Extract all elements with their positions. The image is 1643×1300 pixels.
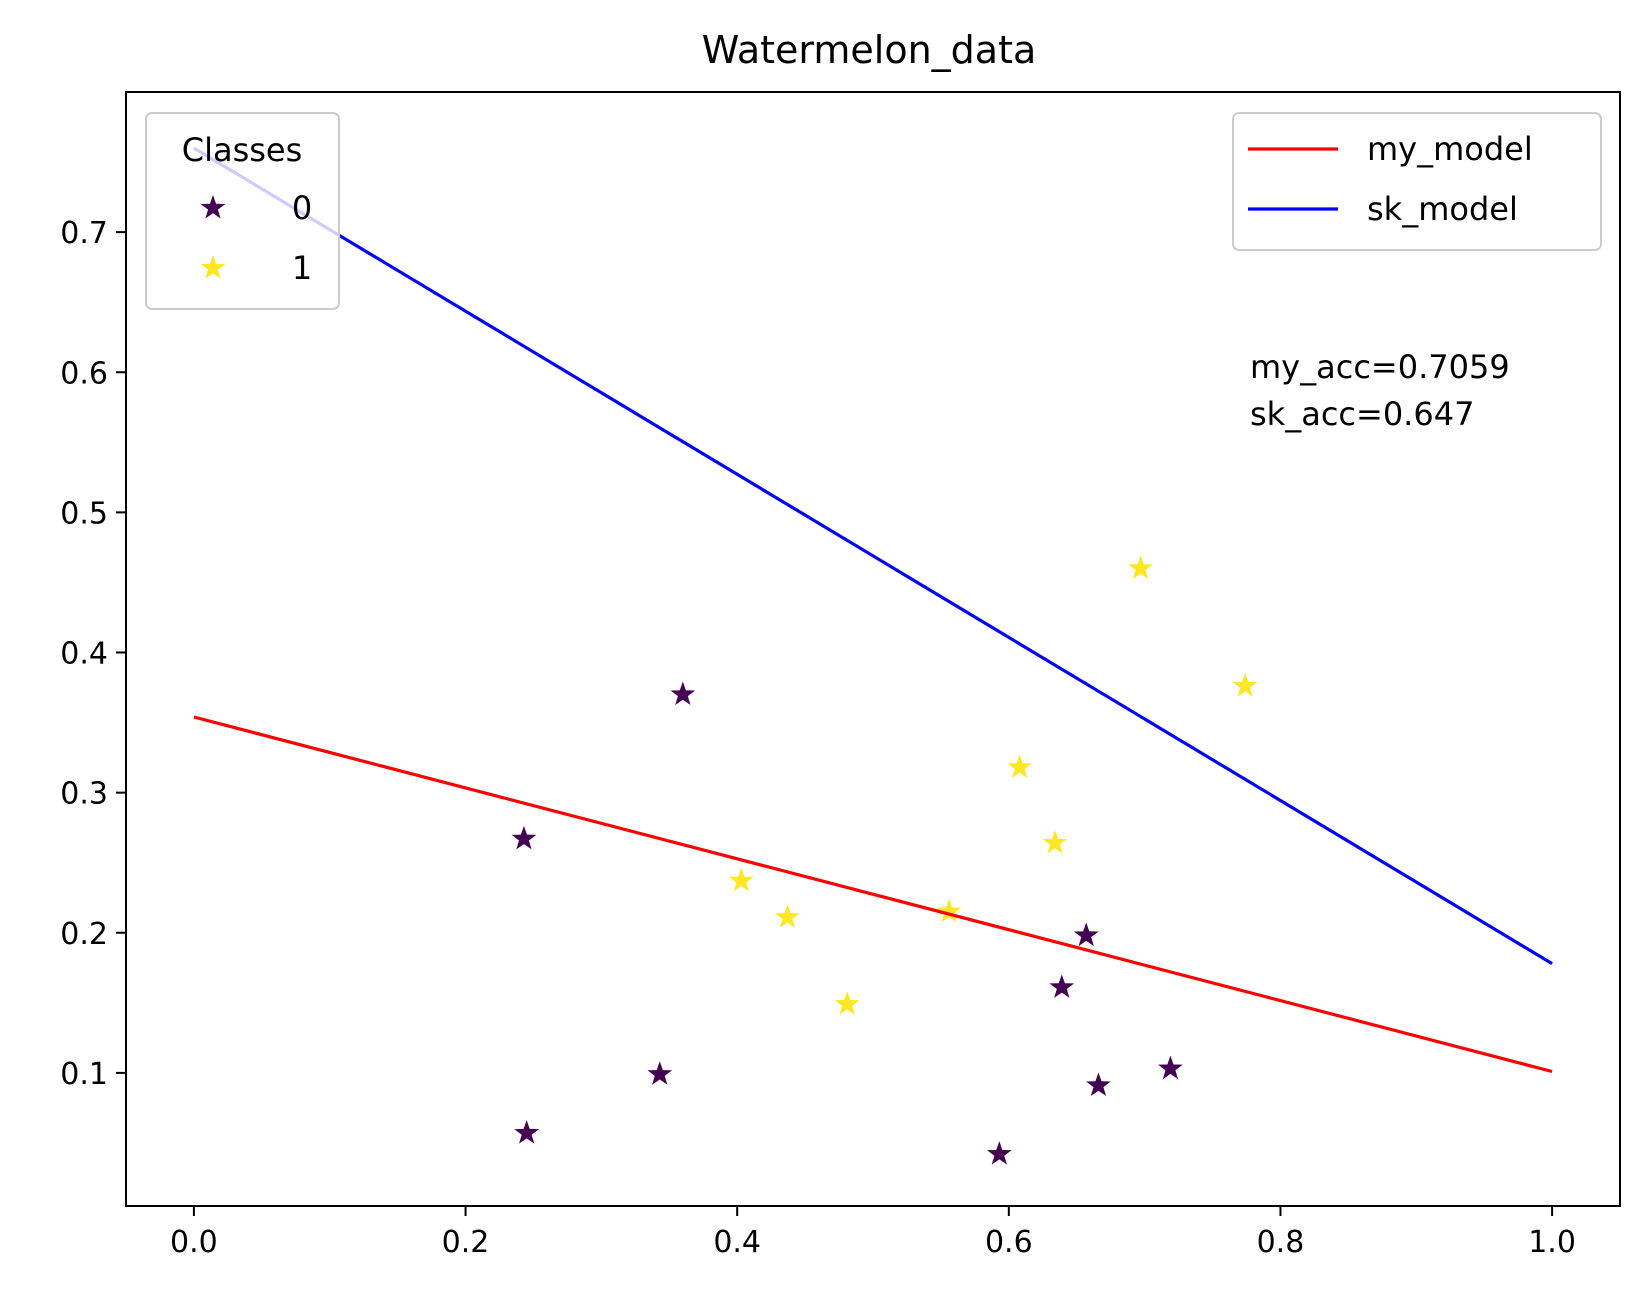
- line-my-model: [193, 715, 1553, 1074]
- x-tick-label: 0.0: [170, 1225, 218, 1260]
- legend-marker-class-0: [200, 195, 226, 219]
- scatter-point-class-1: [834, 991, 860, 1015]
- scatter-point-class-0: [514, 1120, 540, 1144]
- models-legend-box: [1232, 112, 1602, 251]
- x-tick-label: 1.0: [1528, 1225, 1576, 1260]
- scatter-point-class-1: [775, 904, 800, 928]
- legend-label-my-model: my_model: [1367, 130, 1533, 168]
- scatter-point-class-0: [1073, 922, 1099, 947]
- scatter-point-class-1: [728, 867, 754, 892]
- accuracy-annotation-sk: sk_acc=0.647: [1250, 395, 1474, 433]
- x-tick-label: 0.6: [985, 1225, 1033, 1260]
- x-tick-label: 0.2: [442, 1225, 490, 1260]
- line-sk-model: [193, 146, 1553, 965]
- classes-legend: Classes 01: [145, 112, 340, 310]
- models-legend-items: my_model sk_model: [1248, 130, 1533, 228]
- x-tick-label: 0.4: [713, 1225, 761, 1260]
- y-tick-label: 0.4: [60, 637, 108, 672]
- plot-frame: [125, 91, 1621, 1207]
- scatter-point-class-1: [1042, 830, 1068, 854]
- scatter-point-class-0: [1158, 1055, 1183, 1080]
- legend-label-class-0: 0: [292, 189, 312, 227]
- y-tick-label: 0.1: [60, 1057, 108, 1092]
- y-tick-label: 0.6: [60, 356, 108, 391]
- y-tick-label: 0.7: [60, 216, 108, 251]
- legend-label-sk-model: sk_model: [1367, 190, 1518, 228]
- plot-area: [193, 146, 1553, 1165]
- classes-legend-box: [145, 112, 340, 310]
- scatter-point-class-1: [936, 898, 962, 923]
- scatter-point-class-0: [1049, 974, 1075, 998]
- y-tick-label: 0.3: [60, 777, 108, 812]
- scatter-point-class-0: [986, 1141, 1012, 1165]
- classes-legend-title: Classes: [182, 131, 303, 169]
- legend-marker-class-1: [200, 255, 226, 279]
- scatter-point-class-0: [511, 825, 537, 850]
- accuracy-annotation-my: my_acc=0.7059: [1250, 348, 1510, 386]
- legend-label-class-1: 1: [292, 249, 312, 287]
- scatter-point-class-1: [1007, 754, 1033, 778]
- scatter-point-class-0: [1086, 1072, 1111, 1097]
- classes-legend-items: 01: [200, 189, 312, 287]
- x-tick-label: 0.8: [1257, 1225, 1305, 1260]
- scatter-point-class-0: [670, 681, 696, 706]
- y-tick-label: 0.2: [60, 917, 108, 952]
- scatter-point-class-1: [1128, 555, 1153, 579]
- models-legend: my_model sk_model: [1232, 112, 1602, 251]
- axis-ticks: 0.0 0.2 0.4 0.6 0.8 1.0 0.1 0.2 0.3 0.4 0.5 0.6 0.7: [60, 216, 1576, 1260]
- chart-title: Watermelon_data: [702, 28, 1037, 72]
- y-tick-label: 0.5: [60, 496, 108, 531]
- scatter-point-class-1: [1232, 673, 1258, 697]
- scatter-point-class-0: [647, 1061, 673, 1085]
